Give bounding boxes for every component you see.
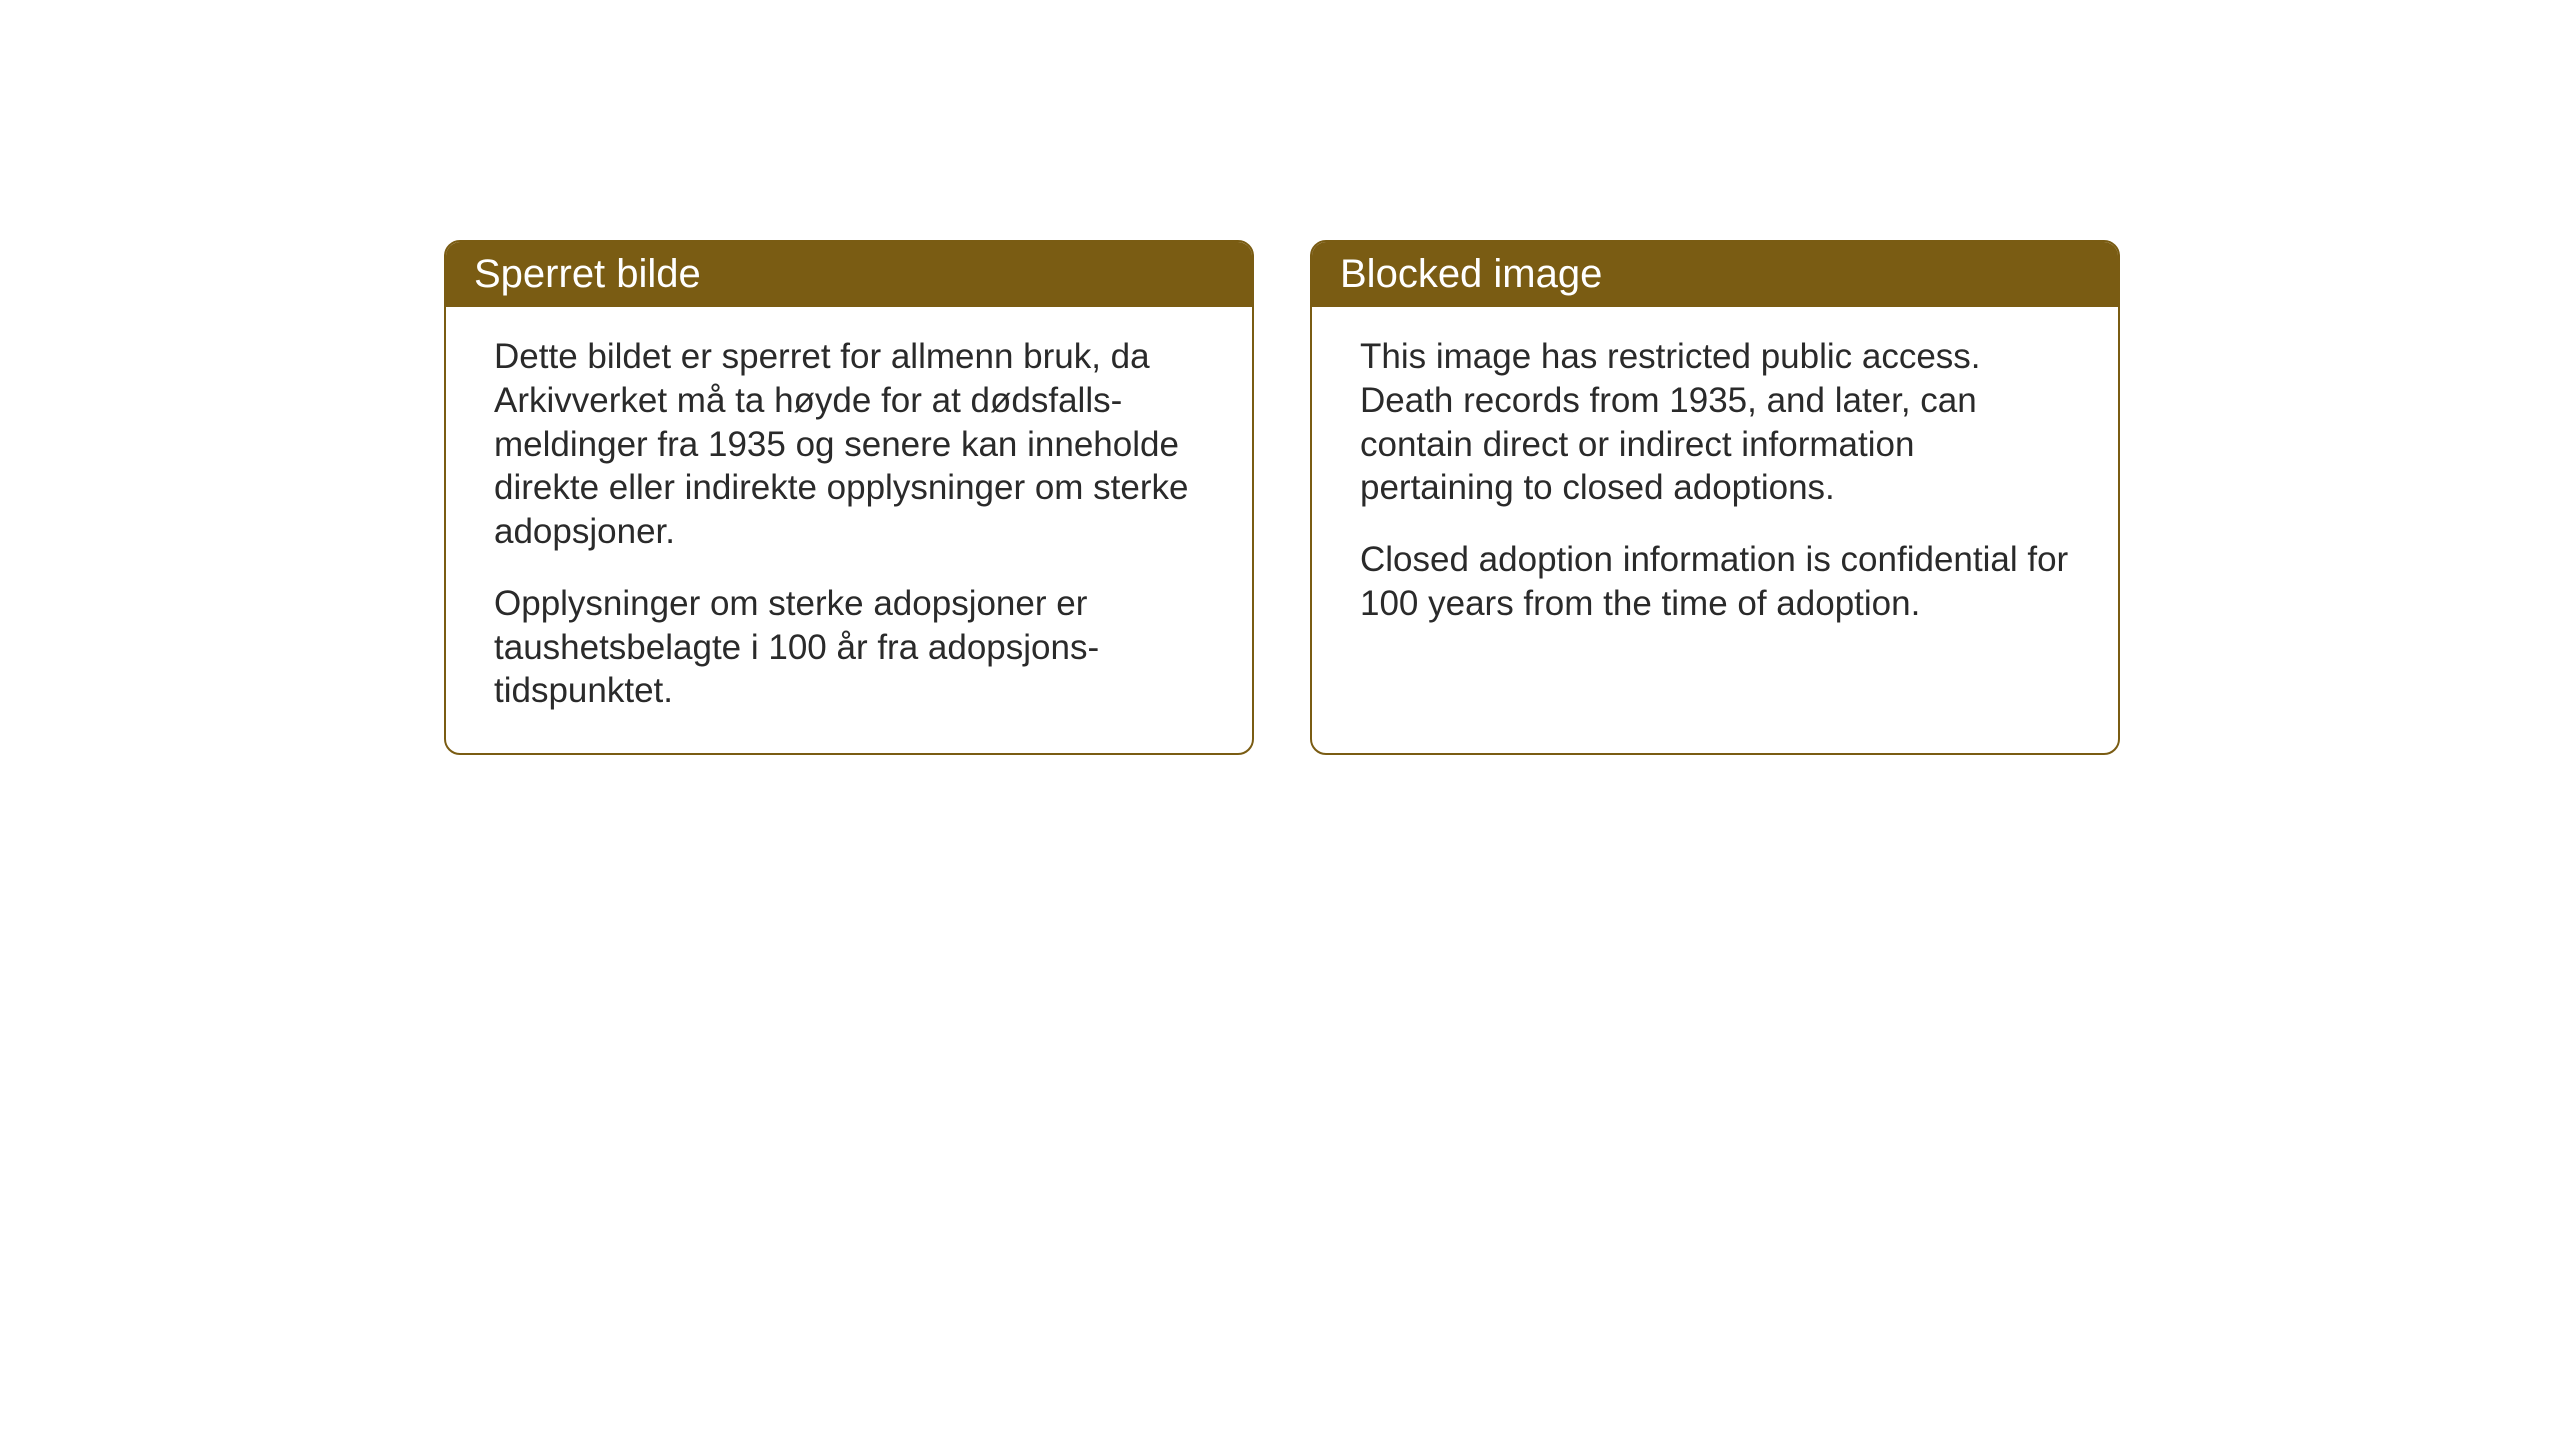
paragraph-text: Opplysninger om sterke adopsjoner er tau…: [494, 582, 1204, 713]
notice-container: Sperret bilde Dette bildet er sperret fo…: [444, 240, 2120, 755]
paragraph-text: This image has restricted public access.…: [1360, 335, 2070, 510]
notice-card-norwegian: Sperret bilde Dette bildet er sperret fo…: [444, 240, 1254, 755]
paragraph-text: Closed adoption information is confident…: [1360, 538, 2070, 626]
card-header-english: Blocked image: [1312, 242, 2118, 307]
card-body-norwegian: Dette bildet er sperret for allmenn bruk…: [446, 307, 1252, 753]
card-body-english: This image has restricted public access.…: [1312, 307, 2118, 737]
card-title: Blocked image: [1340, 252, 1602, 296]
card-title: Sperret bilde: [474, 252, 701, 296]
notice-card-english: Blocked image This image has restricted …: [1310, 240, 2120, 755]
paragraph-text: Dette bildet er sperret for allmenn bruk…: [494, 335, 1204, 554]
card-header-norwegian: Sperret bilde: [446, 242, 1252, 307]
